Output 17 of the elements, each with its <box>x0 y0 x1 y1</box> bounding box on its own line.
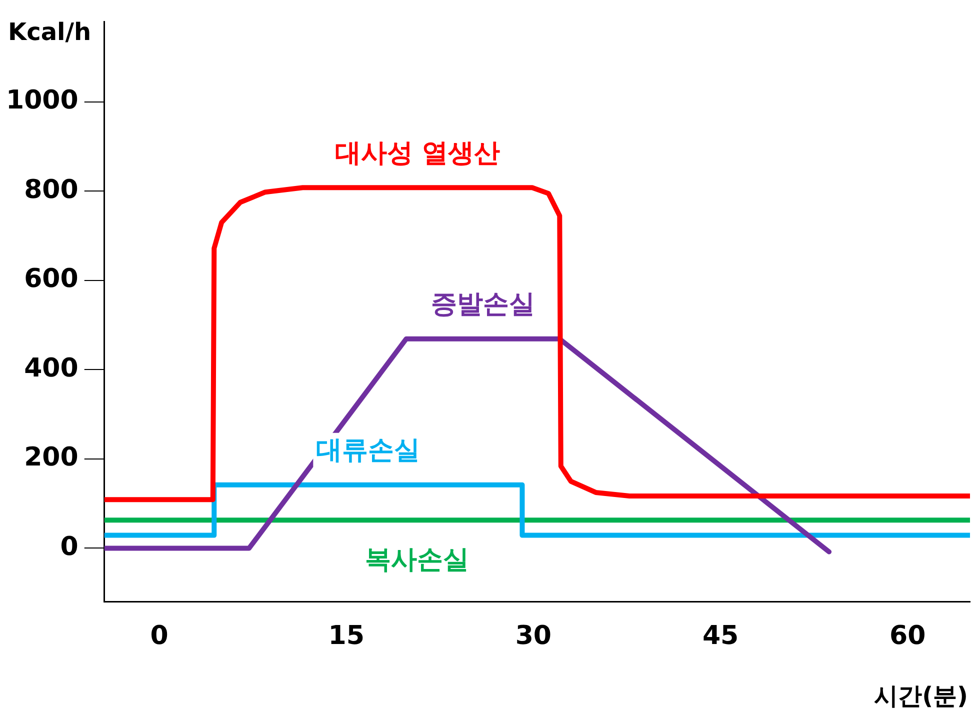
y-tick-label: 800 <box>24 174 78 205</box>
x-tick-label: 15 <box>328 621 364 652</box>
x-tick-label: 30 <box>515 621 552 652</box>
y-tick-label: 600 <box>24 264 78 294</box>
y-tick-label: 200 <box>24 442 78 473</box>
series-label: 대류손실 <box>316 436 420 466</box>
series-label: 복사손실 <box>365 544 470 575</box>
x-tick-label: 0 <box>150 621 168 652</box>
x-tick-label: 45 <box>702 621 739 652</box>
x-axis-title: 시간(분) <box>874 682 968 710</box>
y-axis-title: Kcal/h <box>8 18 92 46</box>
y-tick-label: 0 <box>60 532 78 562</box>
y-tick-label: 1000 <box>6 86 78 116</box>
y-tick-label: 400 <box>24 353 78 384</box>
x-tick-label: 60 <box>890 621 926 652</box>
series-label: 대사성 열생산 <box>334 138 500 168</box>
series-label: 증발손실 <box>430 290 535 320</box>
